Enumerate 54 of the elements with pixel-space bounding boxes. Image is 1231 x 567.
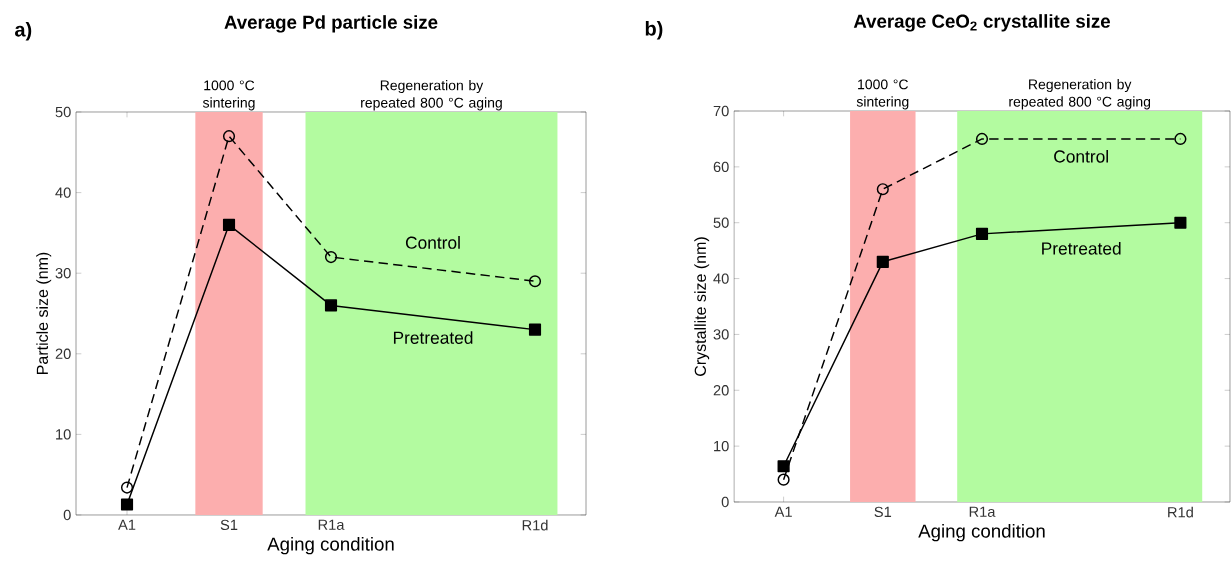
x-tick-label: S1 [220,519,238,531]
point [324,299,338,312]
y-tick-label: 70 [713,105,729,117]
y-tick-label: 60 [713,161,729,173]
y-tick-label: 10 [714,440,729,452]
point [975,227,989,240]
x-axis-title: Aging condition [267,536,394,555]
chart-title: Average Pd particle size [224,15,438,33]
y-axis-title: Particle size (nm) [36,252,52,374]
band-label: Regeneration by repeated 800 °C aging [361,80,502,111]
y-tick-label: 50 [55,106,71,118]
x-tick-label: R1d [522,519,548,531]
y-tick-label: 30 [713,329,729,340]
x-tick-label: R1d [1168,506,1193,518]
text: a) [15,21,32,41]
y-tick-label: 20 [55,348,71,359]
y-tick-label: 20 [713,385,729,396]
y-tick-label: 10 [56,429,71,440]
point [777,460,790,473]
point [120,481,134,494]
x-tick-label: A1 [118,519,136,530]
series-label: Pretreated [393,331,473,344]
point [120,498,134,511]
y-tick-label: 40 [713,273,729,284]
point [324,251,338,264]
point [876,183,889,196]
point [528,323,542,336]
x-tick-label: R1a [969,506,996,517]
point [1174,132,1187,145]
band-label: Regeneration by repeated 800 °C aging [1009,79,1151,110]
text: b) [645,20,663,40]
y-tick-label: 30 [55,268,71,279]
x-tick-label: R1a [318,519,345,530]
y-tick-label: 0 [63,509,71,521]
y-tick-label: 0 [721,496,729,508]
chart-title: Average CeO$_{2}$ crystallite size [853,14,1110,32]
x-tick-label: A1 [774,506,792,517]
band-label: 1000 °C sintering [856,79,909,110]
point [222,218,236,231]
point [528,275,542,288]
point [876,255,889,268]
point [1174,216,1187,229]
series-label: Pretreated [1042,241,1121,255]
point [777,473,790,486]
y-tick-label: 40 [55,187,71,198]
y-tick-label: 50 [713,217,729,228]
band-label: 1000 °C sintering [202,80,255,111]
y-axis-title: Crystallite size (nm) [694,237,710,376]
series-label: Control [405,236,460,249]
point [222,130,236,143]
x-tick-label: S1 [874,506,892,518]
series-label: Control [1054,149,1108,163]
point [975,132,989,145]
x-axis-title: Aging condition [918,523,1045,542]
